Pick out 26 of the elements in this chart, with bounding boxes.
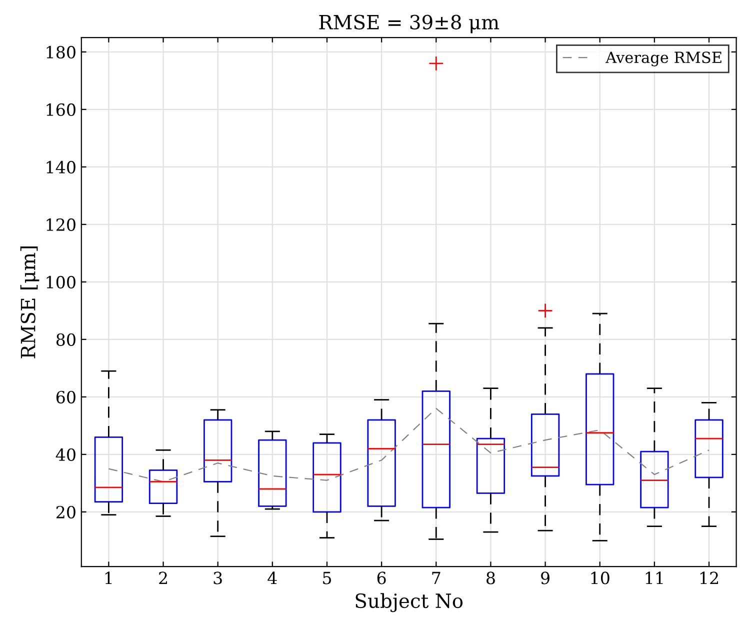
y-tick-label: 160 bbox=[46, 103, 76, 116]
y-tick-label: 40 bbox=[56, 448, 76, 461]
x-axis-title: Subject No bbox=[356, 593, 463, 612]
legend-label: Average RMSE bbox=[606, 52, 722, 66]
x-tick-label: 9 bbox=[541, 572, 550, 584]
y-tick-label: 120 bbox=[46, 218, 76, 231]
x-tick-label: 11 bbox=[646, 572, 663, 584]
y-axis-title: RMSE [μm] bbox=[20, 246, 40, 358]
y-tick-label: 180 bbox=[46, 46, 76, 59]
x-tick-label: 5 bbox=[323, 572, 332, 584]
y-tick-label: 60 bbox=[56, 390, 76, 404]
y-tick-label: 20 bbox=[56, 506, 76, 518]
x-tick-label: 12 bbox=[700, 572, 718, 584]
y-tick-label: 100 bbox=[46, 276, 76, 288]
x-tick-label: 4 bbox=[268, 572, 277, 584]
x-tick-label: 3 bbox=[214, 572, 222, 584]
line-series bbox=[108, 408, 710, 482]
x-tick-label: 10 bbox=[591, 572, 610, 584]
x-tick-label: 6 bbox=[377, 572, 386, 584]
x-tick-label: 1 bbox=[105, 572, 112, 584]
x-tick-label: 8 bbox=[486, 572, 495, 584]
y-tick-label: 80 bbox=[56, 333, 76, 346]
y-tick-label: 140 bbox=[46, 160, 76, 174]
x-tick-label: 2 bbox=[159, 572, 167, 584]
chart-title: RMSE = 39±8 μm bbox=[319, 14, 500, 34]
x-tick-label: 7 bbox=[432, 572, 440, 584]
